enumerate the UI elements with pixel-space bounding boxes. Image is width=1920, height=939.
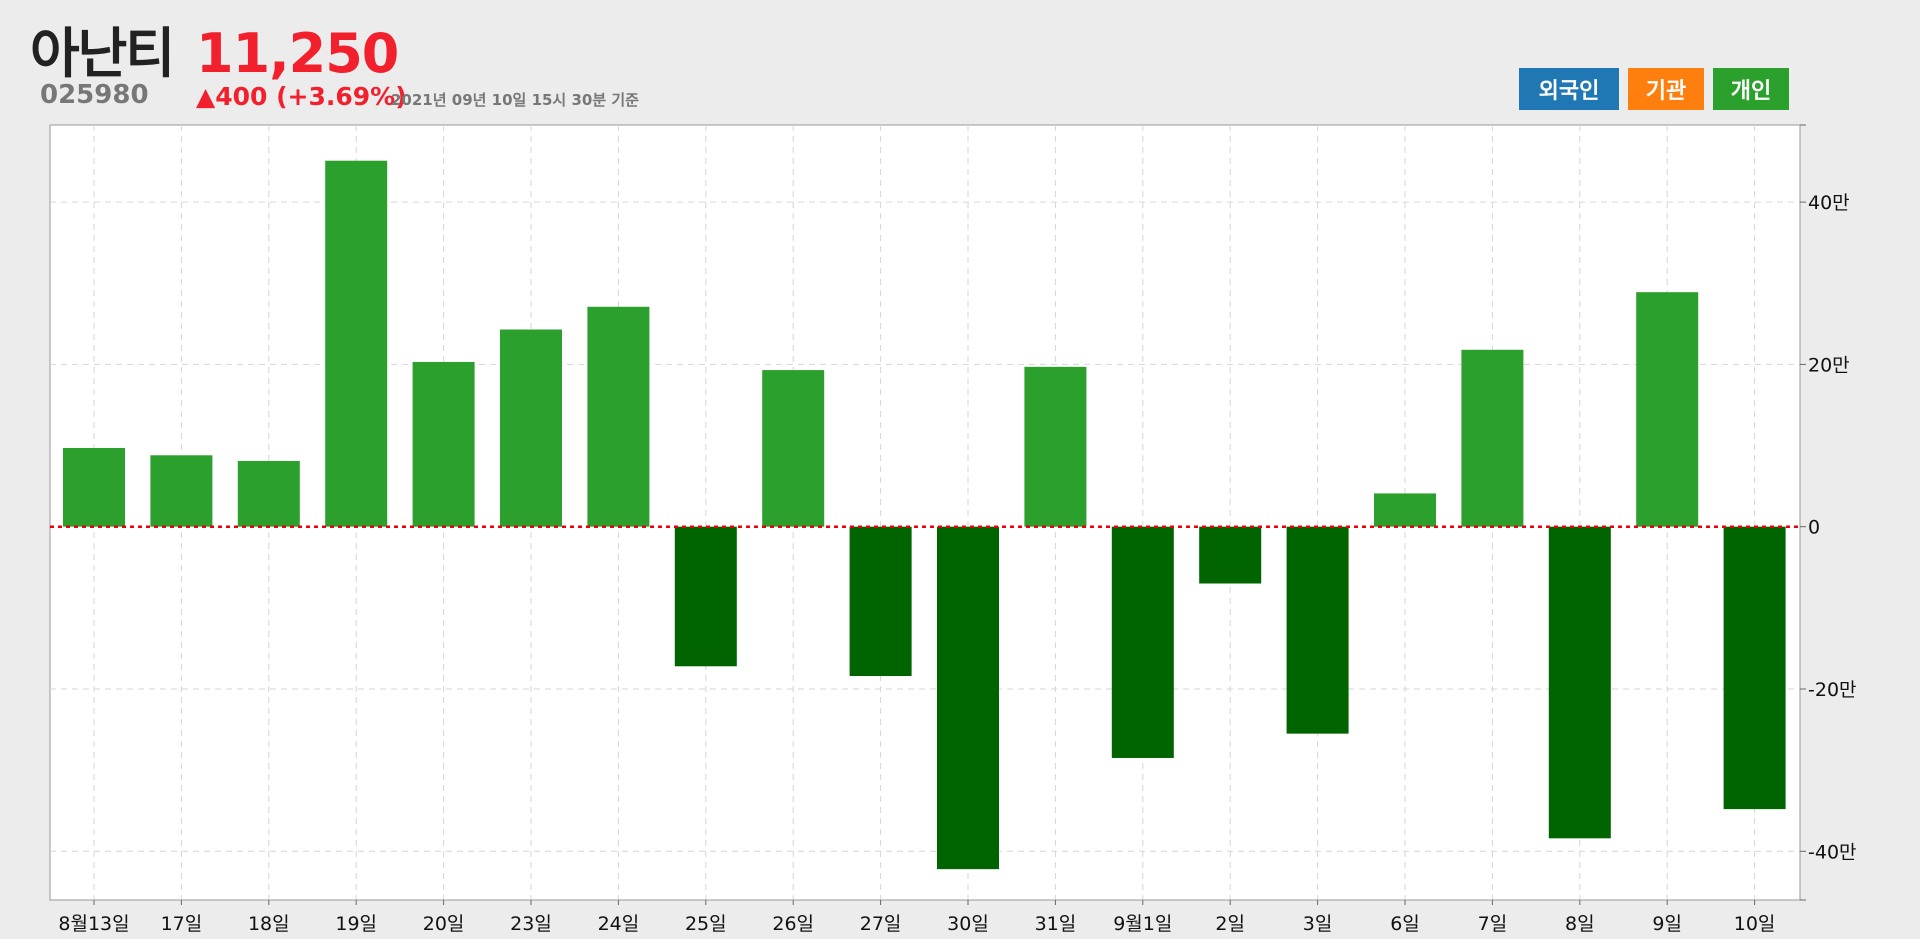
y-tick-label: 0 <box>1808 517 1820 539</box>
x-tick-label: 25일 <box>685 913 727 935</box>
bar[interactable] <box>1286 526 1349 734</box>
stock-name: 아난티 <box>30 22 175 85</box>
bars <box>63 160 1786 870</box>
bar[interactable] <box>237 460 300 527</box>
stock-code: 025980 <box>40 80 149 110</box>
legend-institution-button[interactable]: 기관 <box>1628 68 1704 110</box>
y-tick-label: -20만 <box>1808 679 1857 701</box>
x-tick-label: 2일 <box>1215 913 1245 935</box>
bar[interactable] <box>1374 493 1436 527</box>
current-price: 11,250 <box>196 22 399 85</box>
x-tick-label: 23일 <box>510 913 552 935</box>
as-of-timestamp: 2021년 09년 10일 15시 30분 기준 <box>391 91 639 109</box>
bar[interactable] <box>762 370 825 527</box>
bar[interactable] <box>937 526 999 870</box>
x-tick-label: 8일 <box>1565 913 1595 935</box>
x-tick-label: 10일 <box>1734 913 1776 935</box>
x-tick-label: 7일 <box>1478 913 1508 935</box>
bar[interactable] <box>325 160 388 527</box>
x-tick-label: 26일 <box>772 913 814 935</box>
x-tick-label: 17일 <box>161 913 203 935</box>
bar[interactable] <box>1111 526 1174 758</box>
bar[interactable] <box>1461 349 1524 527</box>
legend-individual-button[interactable]: 개인 <box>1713 68 1789 110</box>
y-tick-label: -40만 <box>1808 841 1857 863</box>
price-change: ▲400 (+3.69%) <box>196 82 407 111</box>
x-tick-label: 31일 <box>1035 913 1077 935</box>
legend-foreign-button[interactable]: 외국인 <box>1519 68 1619 110</box>
y-tick-label: 40만 <box>1808 192 1850 214</box>
x-tick-label: 18일 <box>248 913 290 935</box>
x-tick-label: 27일 <box>860 913 902 935</box>
bar[interactable] <box>1636 292 1699 527</box>
y-tick-label: 20만 <box>1808 354 1850 376</box>
x-tick-label: 8월13일 <box>58 913 129 935</box>
bar[interactable] <box>587 306 650 527</box>
bar[interactable] <box>1024 366 1087 527</box>
x-tick-label: 19일 <box>335 913 377 935</box>
x-tick-label: 3일 <box>1303 913 1333 935</box>
x-axis: 8월13일 17일 18일 19일 20일 23일 24일 25일 26일 27일 30일 31일 9월… <box>50 899 1800 935</box>
x-tick-label: 20일 <box>423 913 465 935</box>
bar[interactable] <box>412 361 475 527</box>
bar[interactable] <box>63 447 125 527</box>
x-tick-label: 9월1일 <box>1113 913 1172 935</box>
x-tick-label: 30일 <box>947 913 989 935</box>
x-tick-label: 24일 <box>598 913 640 935</box>
bar[interactable] <box>500 329 562 527</box>
bar[interactable] <box>849 526 912 677</box>
bar[interactable] <box>674 526 737 667</box>
bar[interactable] <box>150 455 213 527</box>
y-axis: -40만 -20만 0 20만 40만 <box>1799 124 1857 901</box>
bar[interactable] <box>1548 526 1611 839</box>
bar[interactable] <box>1723 526 1786 810</box>
x-tick-label: 9일 <box>1652 913 1682 935</box>
x-tick-label: 6일 <box>1390 913 1420 935</box>
stock-header: 아난티 025980 11,250 ▲400 (+3.69%) 2021년 09… <box>0 0 1920 120</box>
plot-area <box>49 124 1801 901</box>
bar[interactable] <box>1199 526 1262 584</box>
